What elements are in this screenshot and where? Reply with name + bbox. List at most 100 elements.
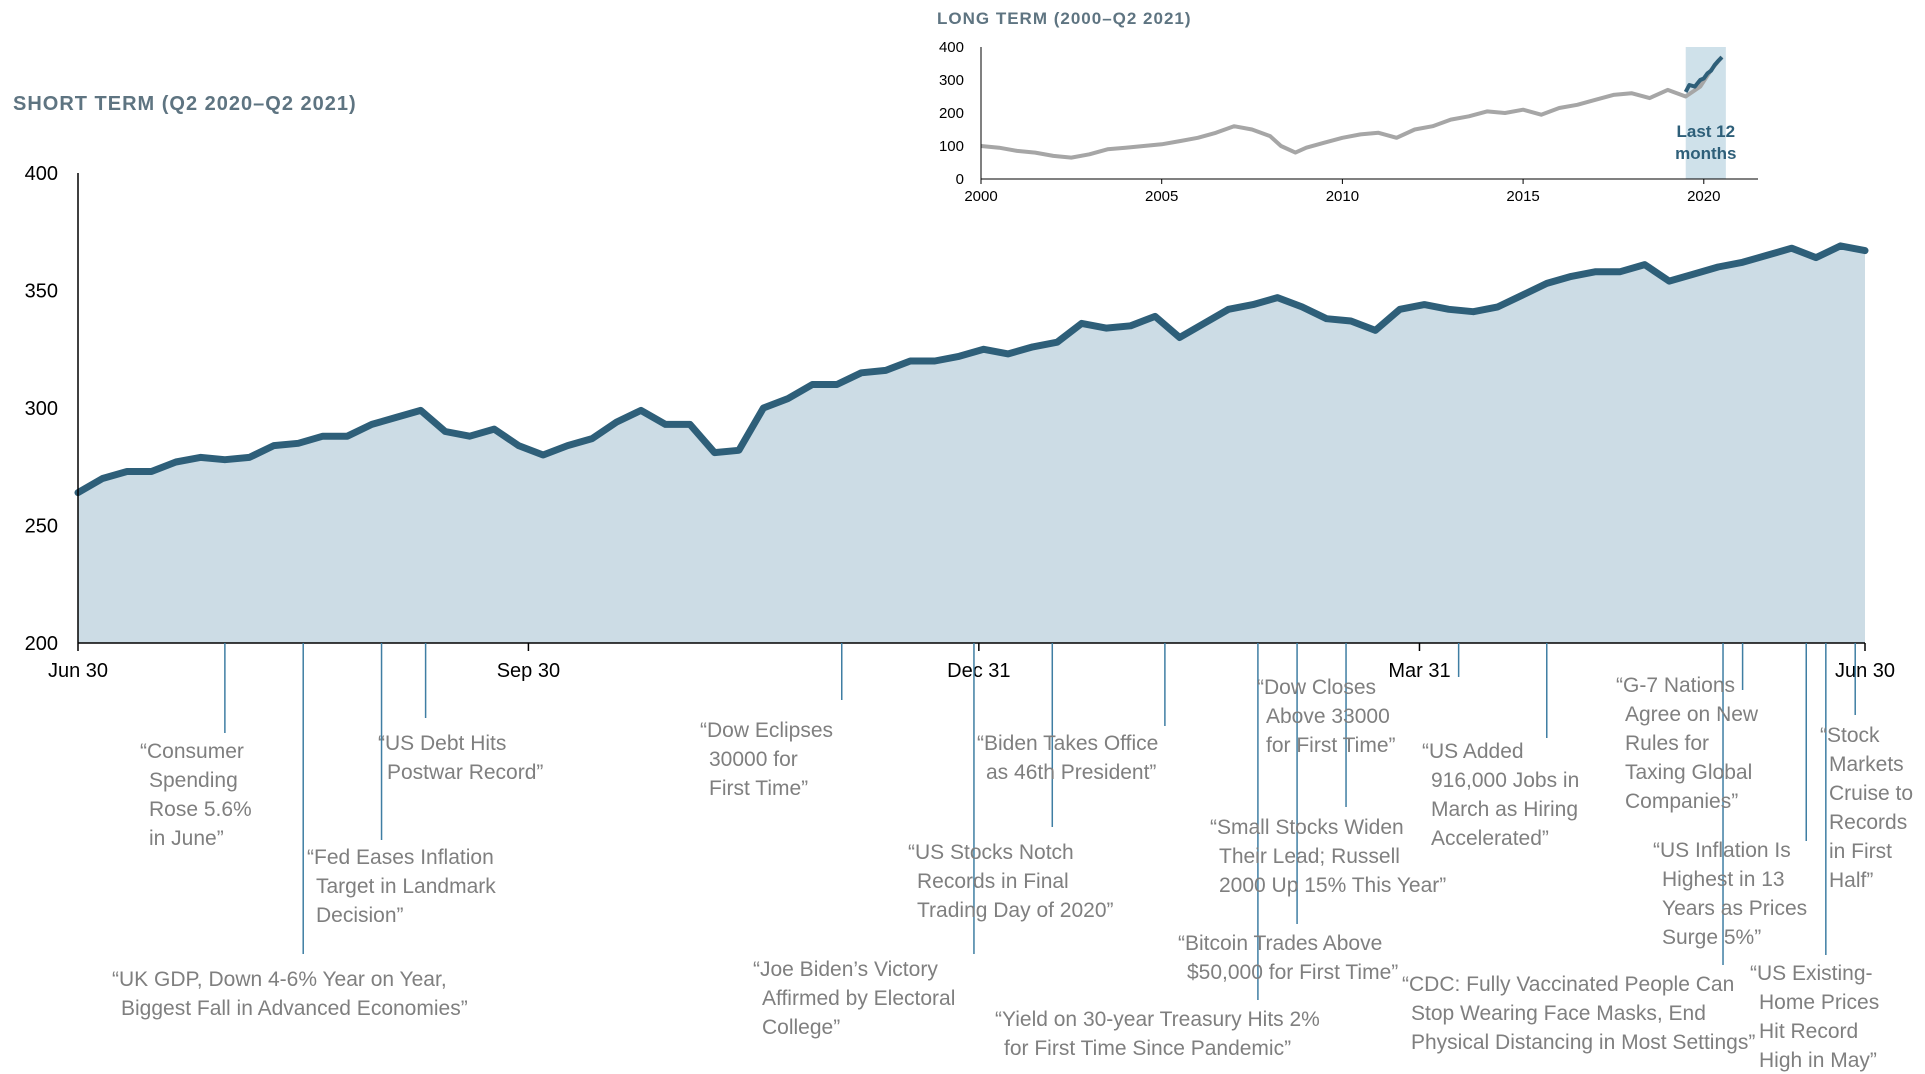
annotation-line: “Joe Biden’s Victory	[753, 958, 938, 981]
annotation-line: “US Inflation Is	[1653, 839, 1791, 862]
main-y-tick-label: 250	[25, 516, 58, 538]
annotation-line: Stop Wearing Face Masks, End	[1411, 1002, 1706, 1025]
inset-last-12-months-line	[1683, 55, 1724, 93]
inset-x-tick-label: 2015	[1506, 188, 1539, 205]
annotation-line: Records in Final	[917, 870, 1069, 893]
annotation-us-stocks-notch: “US Stocks Notch Records in Final Trading …	[908, 841, 1114, 922]
annotation-us-added-jobs: “US Added 916,000 Jobs in March as Hiring A…	[1422, 740, 1579, 850]
annotation-line: 2000 Up 15% This Year”	[1219, 874, 1446, 897]
main-x-tick-label: Dec 31	[947, 660, 1010, 682]
annotation-line: Rules for	[1625, 732, 1709, 755]
inset-highlight-label-line: months	[1675, 144, 1736, 163]
annotation-line: “US Debt Hits	[378, 732, 506, 755]
annotation-line: Above 33000	[1266, 705, 1390, 728]
inset-x-tick-label: 2010	[1326, 188, 1359, 205]
annotation-line: Years as Prices	[1662, 897, 1807, 920]
annotation-consumer-spending: “Consumer Spending Rose 5.6% in June”	[140, 740, 252, 850]
annotation-line: Affirmed by Electoral	[762, 987, 955, 1010]
annotation-line: Hit Record	[1759, 1020, 1858, 1043]
annotation-line: High in May”	[1759, 1049, 1877, 1072]
annotation-line: Markets	[1829, 753, 1904, 776]
annotation-line: Agree on New	[1625, 703, 1759, 726]
annotation-joe-biden: “Joe Biden’s Victory Affirmed by Electora…	[753, 958, 955, 1039]
annotation-small-stocks: “Small Stocks Widen Their Lead; Russell 20…	[1210, 816, 1446, 897]
annotation-g7: “G-7 Nations Agree on New Rules for Taxing …	[1616, 674, 1759, 813]
annotation-cdc: “CDC: Fully Vaccinated People Can Stop We…	[1402, 973, 1755, 1054]
annotation-line: Target in Landmark	[316, 875, 496, 898]
annotation-dow-closes: “Dow Closes Above 33000 for First Time”	[1257, 676, 1396, 757]
annotation-line: “CDC: Fully Vaccinated People Can	[1402, 973, 1734, 996]
annotation-line: Their Lead; Russell	[1219, 845, 1400, 868]
annotation-line: Taxing Global	[1625, 761, 1752, 784]
main-chart-title: SHORT TERM (Q2 2020–Q2 2021)	[13, 93, 357, 115]
annotation-line: “Bitcoin Trades Above	[1178, 932, 1382, 955]
annotation-line: “US Existing-	[1750, 962, 1873, 985]
annotation-us-debt: “US Debt Hits Postwar Record”	[378, 732, 543, 784]
main-y-tick-label: 200	[25, 633, 58, 655]
annotation-line: “Dow Closes	[1257, 676, 1376, 699]
main-y-tick-label: 400	[25, 163, 58, 185]
annotation-line: “Dow Eclipses	[700, 719, 833, 742]
annotation-line: “Small Stocks Widen	[1210, 816, 1404, 839]
annotation-line: “Biden Takes Office	[977, 732, 1158, 755]
annotation-bitcoin: “Bitcoin Trades Above $50,000 for First T…	[1178, 932, 1398, 984]
annotation-line: $50,000 for First Time”	[1187, 961, 1398, 984]
inset-y-tick-label: 200	[939, 105, 964, 122]
annotation-line: Companies”	[1625, 790, 1738, 813]
annotation-line: “Stock	[1820, 724, 1880, 747]
annotation-line: Postwar Record”	[387, 761, 543, 784]
main-y-tick-label: 300	[25, 398, 58, 420]
annotation-line: Spending	[149, 769, 238, 792]
annotation-line: 30000 for	[709, 748, 798, 771]
annotation-line: “Consumer	[140, 740, 244, 763]
main-y-tick-label: 350	[25, 281, 58, 303]
annotation-line: “US Stocks Notch	[908, 841, 1074, 864]
annotation-line: Physical Distancing in Most Settings”	[1411, 1031, 1755, 1054]
annotation-home-prices: “US Existing- Home Prices Hit Record High i…	[1750, 962, 1879, 1072]
annotation-uk-gdp: “UK GDP, Down 4-6% Year on Year, Biggest …	[112, 968, 468, 1020]
annotation-line: March as Hiring	[1431, 798, 1578, 821]
main-area	[78, 245, 1865, 643]
inset-y-tick-label: 400	[939, 39, 964, 56]
annotation-line: for First Time”	[1266, 734, 1396, 757]
main-line	[74, 242, 1869, 497]
annotation-line: in First	[1829, 840, 1892, 863]
annotation-line: Home Prices	[1759, 991, 1879, 1014]
annotation-line: as 46th President”	[986, 761, 1156, 784]
annotation-line: Accelerated”	[1431, 827, 1549, 850]
annotation-line: Cruise to	[1829, 782, 1913, 805]
annotation-line: “G-7 Nations	[1616, 674, 1735, 697]
annotation-line: “Fed Eases Inflation	[307, 846, 494, 869]
annotation-line: Surge 5%”	[1662, 926, 1761, 949]
inset-highlight-band	[1685, 47, 1726, 179]
annotation-line: in June”	[149, 827, 224, 850]
main-x-tick-label: Sep 30	[497, 660, 560, 682]
annotation-biden-takes-office: “Biden Takes Office as 46th President”	[977, 732, 1158, 784]
inset-chart-title: LONG TERM (2000–Q2 2021)	[937, 9, 1192, 28]
inset-x-tick-label: 2020	[1687, 188, 1720, 205]
annotation-line: Biggest Fall in Advanced Economies”	[121, 997, 468, 1020]
annotation-us-inflation: “US Inflation Is Highest in 13 Years as Pr…	[1653, 839, 1807, 949]
inset-highlight-label: Last 12 months	[1675, 122, 1736, 163]
annotation-dow-eclipses: “Dow Eclipses 30000 for First Time”	[700, 719, 833, 800]
annotation-stock-markets-cruise: “Stock Markets Cruise to Records in First Hal…	[1820, 724, 1913, 892]
annotation-line: “Yield on 30-year Treasury Hits 2%	[995, 1008, 1320, 1031]
annotation-fed-eases: “Fed Eases Inflation Target in Landmark De…	[307, 846, 496, 927]
inset-y-tick-label: 100	[939, 138, 964, 155]
inset-highlight-label-line: Last 12	[1676, 122, 1735, 141]
inset-y-tick-label: 0	[956, 171, 964, 188]
inset-long-term-line	[980, 55, 1724, 160]
main-x-tick-label: Jun 30	[1835, 660, 1895, 682]
annotation-line: “US Added	[1422, 740, 1524, 763]
inset-y-tick-label: 300	[939, 72, 964, 89]
annotation-line: for First Time Since Pandemic”	[1004, 1037, 1291, 1060]
annotation-line: Trading Day of 2020”	[917, 899, 1114, 922]
annotation-line: College”	[762, 1016, 840, 1039]
annotation-line: First Time”	[709, 777, 808, 800]
main-x-tick-label: Jun 30	[48, 660, 108, 682]
annotation-line: Highest in 13	[1662, 868, 1785, 891]
inset-x-tick-label: 2005	[1145, 188, 1178, 205]
inset-x-tick-label: 2000	[964, 188, 997, 205]
annotation-yield-30year: “Yield on 30-year Treasury Hits 2% for Fi…	[995, 1008, 1320, 1060]
